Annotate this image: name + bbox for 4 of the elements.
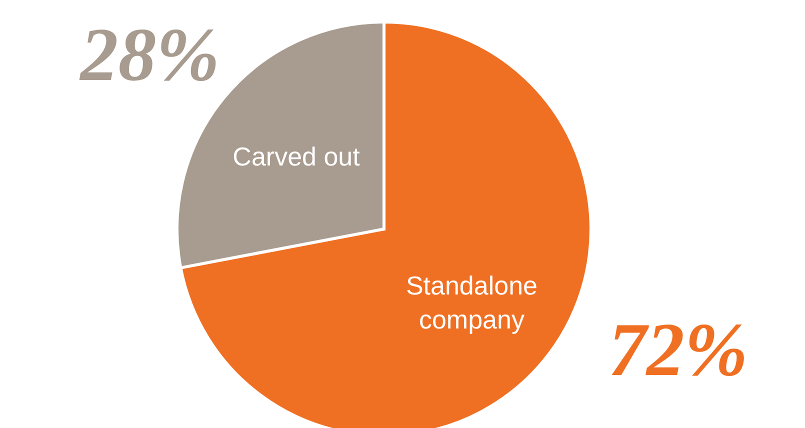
slice-label: Standalone company [406,270,538,335]
data-label: 72% [608,308,748,392]
data-label: 28% [79,13,220,98]
slice-label: Carved out [232,141,361,172]
